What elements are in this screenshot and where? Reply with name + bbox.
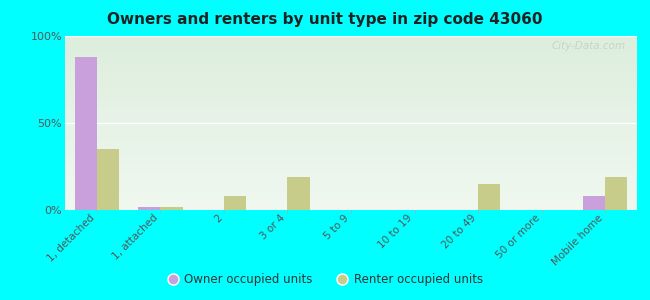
Bar [605,177,627,210]
Bar [138,206,161,210]
Text: City-Data.com: City-Data.com [551,41,625,51]
Text: Owners and renters by unit type in zip code 43060: Owners and renters by unit type in zip c… [107,12,543,27]
Bar [97,149,119,210]
Bar [224,196,246,210]
Bar [583,196,605,210]
Legend: Owner occupied units, Renter occupied units: Owner occupied units, Renter occupied un… [162,269,488,291]
Bar [75,57,97,210]
Bar [161,206,183,210]
Bar [287,177,309,210]
Bar [478,184,500,210]
